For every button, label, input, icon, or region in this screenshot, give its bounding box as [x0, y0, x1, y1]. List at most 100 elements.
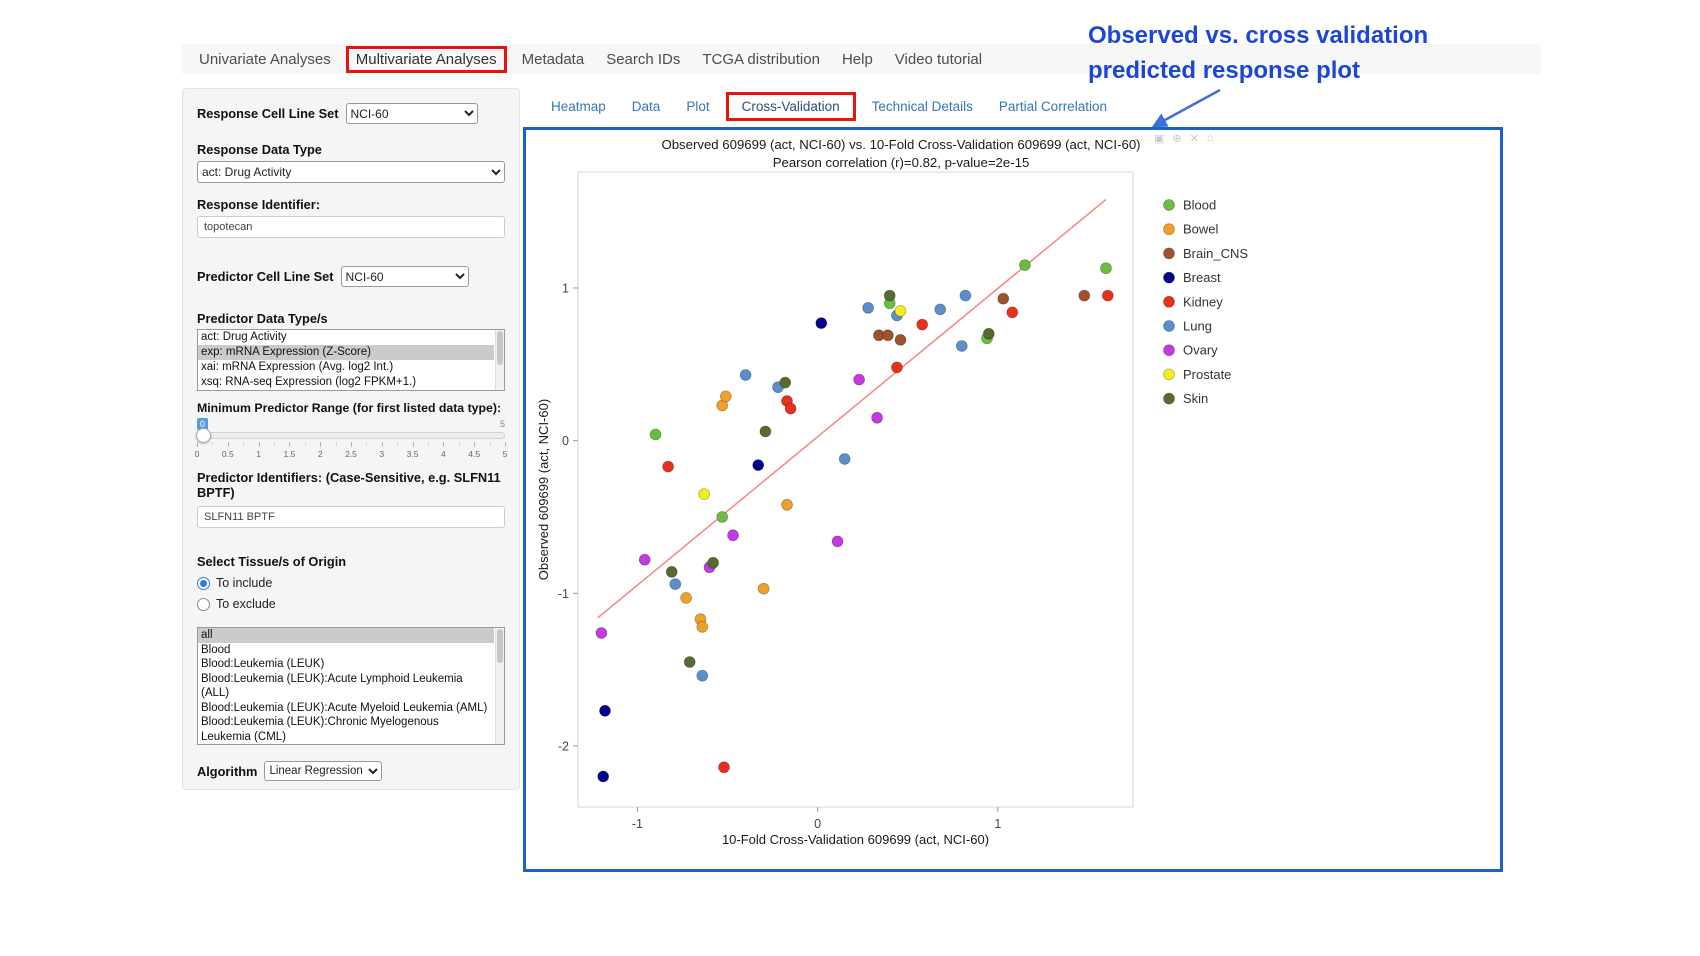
scatter-point-blood[interactable]	[716, 511, 729, 523]
scatter-point-bowel[interactable]	[781, 498, 793, 511]
scatter-point-lung[interactable]	[959, 289, 972, 302]
scatter-point-bowel[interactable]	[719, 390, 732, 403]
radio-to-exclude[interactable]: To exclude	[197, 597, 505, 611]
scatter-point-lung[interactable]	[862, 301, 875, 314]
nav-tab-help[interactable]: Help	[841, 50, 873, 68]
slider-track[interactable]	[196, 428, 505, 443]
scatter-point-skin[interactable]	[779, 376, 792, 389]
scatter-point-ovary[interactable]	[638, 553, 651, 566]
predictor-data-type-option[interactable]: act: Drug Activity	[201, 331, 287, 343]
scatter-point-ovary[interactable]	[871, 411, 884, 424]
scatter-point-breast[interactable]	[597, 770, 610, 783]
tissue-option[interactable]: Blood:Leukemia (LEUK)	[201, 658, 325, 670]
tissue-option[interactable]: Blood:Leukemia (LEUK):Acute Myeloid Leuk…	[201, 701, 488, 714]
scatter-point-brain-cns[interactable]	[1078, 289, 1091, 302]
home-icon[interactable]: ⌂	[1206, 132, 1214, 144]
scatter-point-blood[interactable]	[1100, 262, 1112, 275]
scatter-point-lung[interactable]	[838, 453, 851, 465]
scatter-point-kidney[interactable]	[916, 318, 929, 331]
predictor-data-type-option[interactable]: exp: mRNA Expression (Z-Score)	[198, 345, 494, 360]
scatter-point-lung[interactable]	[934, 303, 947, 316]
nav-tab-multivariate-analyses[interactable]: Multivariate Analyses	[345, 45, 507, 73]
response-data-type-select[interactable]: act: Drug Activity	[197, 161, 505, 183]
scrollbar-thumb[interactable]	[497, 331, 503, 365]
legend-item-kidney[interactable]: Kidney	[1163, 294, 1224, 309]
tissue-option[interactable]: Blood:Leukemia (LEUK):Acute Lymphoid Leu…	[201, 672, 463, 700]
scatter-point-skin[interactable]	[683, 656, 696, 668]
scatter-point-blood[interactable]	[1018, 259, 1031, 272]
scatter-point-bowel[interactable]	[680, 591, 693, 604]
scatter-point-lung[interactable]	[739, 369, 752, 381]
nav-tab-video-tutorial[interactable]: Video tutorial	[894, 50, 983, 68]
close-icon[interactable]: ✕	[1189, 133, 1199, 145]
legend-item-bowel[interactable]: Bowel	[1163, 222, 1219, 237]
scatter-point-breast[interactable]	[599, 704, 611, 717]
scatter-point-kidney[interactable]	[718, 761, 730, 774]
legend-item-lung[interactable]: Lung	[1163, 319, 1212, 334]
scatter-point-skin[interactable]	[665, 565, 678, 578]
scatter-point-prostate[interactable]	[698, 488, 711, 501]
nav-tab-tcga-distribution[interactable]: TCGA distribution	[702, 50, 820, 68]
nav-tab-search-ids[interactable]: Search IDs	[606, 50, 681, 68]
scatter-point-kidney[interactable]	[890, 361, 903, 374]
tissue-option[interactable]: Blood	[201, 643, 231, 656]
scatter-point-brain-cns[interactable]	[997, 292, 1010, 305]
slider-handle[interactable]	[196, 428, 211, 443]
legend-item-prostate[interactable]: Prostate	[1163, 367, 1232, 382]
algorithm-select[interactable]: Linear Regression	[264, 761, 383, 781]
scatter-point-ovary[interactable]	[853, 373, 866, 386]
scatter-point-prostate[interactable]	[894, 304, 907, 317]
tissue-listbox[interactable]: all Blood Blood:Leukemia (LEUK) Blood:Leuke…	[197, 627, 505, 745]
scatter-point-lung[interactable]	[669, 578, 682, 591]
scatter-point-breast[interactable]	[752, 459, 765, 472]
scrollbar[interactable]	[495, 628, 504, 744]
tissue-option[interactable]: Blood:Leukemia (LEUK):Chronic Myelogenou…	[201, 716, 439, 743]
legend-item-ovary[interactable]: Ovary	[1163, 343, 1219, 358]
scatter-point-skin[interactable]	[982, 327, 995, 340]
nav-tab-metadata[interactable]: Metadata	[521, 50, 585, 68]
scatter-point-ovary[interactable]	[831, 535, 844, 548]
predictor-cell-line-set-select[interactable]: NCI-60	[340, 266, 469, 287]
scatter-point-bowel[interactable]	[696, 620, 709, 633]
legend-item-breast[interactable]: Breast	[1163, 270, 1221, 285]
legend-item-skin[interactable]: Skin	[1163, 391, 1209, 406]
min-range-slider[interactable]: 0 5 0 0.5 1 1.5 2 2.5 3 3.5 4 4.5 5	[195, 417, 507, 462]
scatter-point-kidney[interactable]	[662, 460, 675, 473]
predictor-data-types-listbox[interactable]: act: Drug Activity exp: mRNA Expression (…	[197, 329, 505, 391]
response-cell-line-set-select[interactable]: NCI-60	[345, 103, 478, 124]
subtab-partial-correlation[interactable]: Partial Correlation	[998, 99, 1107, 114]
zoom-icon[interactable]: ⊕	[1172, 133, 1182, 145]
scatter-point-bowel[interactable]	[757, 582, 770, 595]
subtab-cross-validation[interactable]: Cross-Validation	[725, 92, 856, 121]
tissue-option[interactable]: all	[198, 628, 494, 643]
scatter-point-brain-cns[interactable]	[881, 329, 894, 342]
scatter-point-skin[interactable]	[883, 289, 896, 302]
scatter-point-lung[interactable]	[955, 340, 968, 352]
scatter-point-skin[interactable]	[707, 556, 720, 569]
predictor-data-type-option[interactable]: xai: mRNA Expression (Avg. log2 Int.)	[201, 361, 394, 373]
legend-item-brain-cns[interactable]: Brain_CNS	[1163, 246, 1249, 261]
scatter-point-brain-cns[interactable]	[894, 333, 907, 346]
scatter-point-skin[interactable]	[759, 425, 772, 438]
scatter-point-kidney[interactable]	[1101, 289, 1114, 302]
subtab-data[interactable]: Data	[631, 99, 661, 114]
subtab-heatmap[interactable]: Heatmap	[551, 99, 606, 114]
subtab-plot[interactable]: Plot	[686, 99, 710, 114]
radio-to-include[interactable]: To include	[197, 576, 505, 590]
scatter-point-lung[interactable]	[696, 669, 709, 682]
nav-tab-univariate-analyses[interactable]: Univariate Analyses	[199, 50, 331, 68]
scatter-point-kidney[interactable]	[1006, 306, 1019, 319]
scatter-point-blood[interactable]	[649, 428, 662, 441]
scatter-point-ovary[interactable]	[727, 529, 739, 542]
predictor-identifiers-input[interactable]	[197, 506, 505, 528]
scatter-point-ovary[interactable]	[595, 627, 608, 639]
subtab-technical-details[interactable]: Technical Details	[871, 99, 973, 114]
scrollbar-thumb[interactable]	[497, 629, 503, 663]
scatter-point-kidney[interactable]	[784, 402, 797, 415]
camera-icon[interactable]: ▣	[1154, 133, 1165, 145]
response-identifier-input[interactable]	[197, 216, 505, 238]
scrollbar[interactable]	[495, 330, 504, 390]
predictor-data-type-option[interactable]: xsq: RNA-seq Expression (log2 FPKM+1.)	[201, 376, 417, 388]
scatter-point-breast[interactable]	[815, 317, 828, 330]
legend-item-blood[interactable]: Blood	[1163, 198, 1217, 213]
